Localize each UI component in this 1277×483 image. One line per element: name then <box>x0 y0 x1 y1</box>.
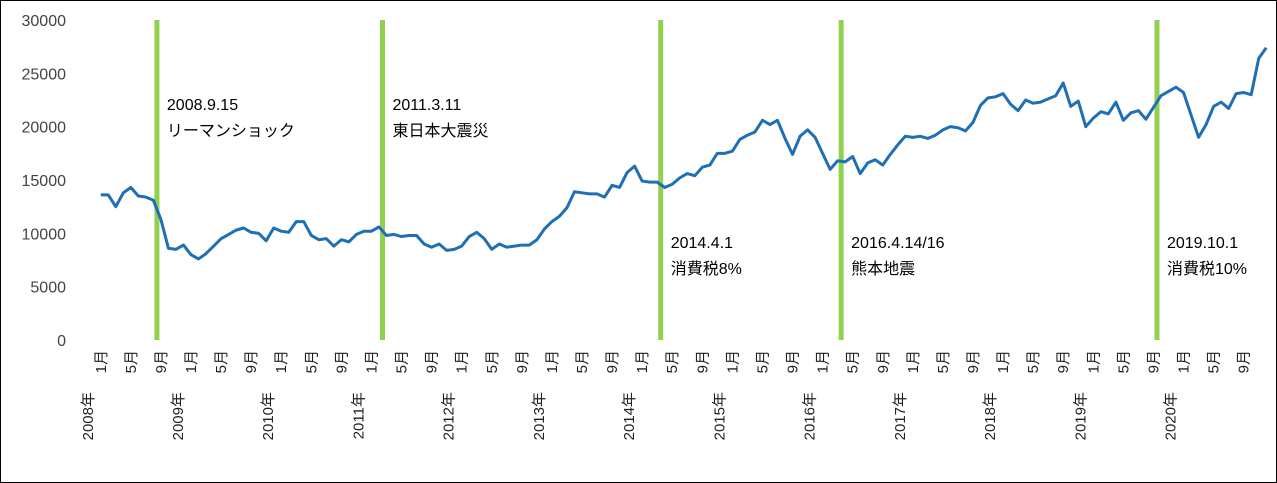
year-label: 2015年 <box>711 392 728 440</box>
x-tick-label: 9月 <box>694 350 711 373</box>
y-tick-label: 20000 <box>22 120 67 137</box>
y-tick-label: 10000 <box>22 226 67 243</box>
event-date: 2016.4.14/16 <box>851 235 945 252</box>
x-tick-label: 9月 <box>243 350 260 373</box>
year-label: 2013年 <box>531 392 548 440</box>
x-tick-label: 1月 <box>273 350 290 373</box>
y-tick-label: 30000 <box>22 13 67 30</box>
x-tick-label: 9月 <box>514 350 531 373</box>
year-label: 2009年 <box>170 392 187 440</box>
event-name: 消費税8% <box>671 260 742 278</box>
x-tick-label: 1月 <box>544 350 561 373</box>
x-tick-label: 1月 <box>183 350 200 373</box>
x-tick-label: 5月 <box>213 350 230 373</box>
event-name: 熊本地震 <box>851 260 915 278</box>
x-tick-label: 9月 <box>785 350 802 373</box>
year-label: 2017年 <box>892 392 909 440</box>
x-tick-label: 5月 <box>664 350 681 373</box>
year-label: 2018年 <box>982 392 999 440</box>
x-tick-label: 5月 <box>1206 350 1223 373</box>
x-tick-label: 9月 <box>875 350 892 373</box>
x-tick-label: 9月 <box>153 350 170 373</box>
y-tick-label: 25000 <box>22 66 67 83</box>
x-tick-label: 5月 <box>574 350 591 373</box>
event-date: 2008.9.15 <box>167 97 238 114</box>
event-date: 2019.10.1 <box>1167 235 1238 252</box>
year-label: 2016年 <box>802 392 819 440</box>
x-tick-label: 5月 <box>484 350 501 373</box>
event-date: 2011.3.11 <box>392 97 461 114</box>
event-name: リーマンショック <box>167 122 295 140</box>
x-tick-label: 5月 <box>303 350 320 373</box>
event-name: 消費税10% <box>1167 260 1247 278</box>
year-label: 2008年 <box>80 392 97 440</box>
x-tick-label: 9月 <box>1055 350 1072 373</box>
year-label: 2010年 <box>260 392 277 440</box>
x-tick-label: 9月 <box>1145 350 1162 373</box>
x-tick-label: 1月 <box>634 350 651 373</box>
x-tick-label: 9月 <box>965 350 982 373</box>
x-tick-label: 1月 <box>1176 350 1193 373</box>
series-line <box>100 46 1268 261</box>
x-tick-label: 9月 <box>604 350 621 373</box>
x-tick-label: 1月 <box>815 350 832 373</box>
x-tick-label: 9月 <box>424 350 441 373</box>
x-tick-label: 5月 <box>394 350 411 373</box>
x-tick-label: 1月 <box>724 350 741 373</box>
event-name: 東日本大震災 <box>392 122 488 140</box>
y-tick-label: 15000 <box>22 173 67 190</box>
year-label: 2020年 <box>1163 392 1180 440</box>
year-label: 2014年 <box>621 392 638 440</box>
x-tick-label: 5月 <box>845 350 862 373</box>
x-tick-label: 5月 <box>1115 350 1132 373</box>
x-tick-label: 5月 <box>1025 350 1042 373</box>
year-label: 2011年 <box>350 392 367 439</box>
x-tick-label: 1月 <box>363 350 380 373</box>
x-tick-label: 5月 <box>935 350 952 373</box>
x-tick-label: 9月 <box>1236 350 1253 373</box>
event-date: 2014.4.1 <box>671 235 733 252</box>
x-tick-label: 5月 <box>123 350 140 373</box>
year-label: 2019年 <box>1072 392 1089 440</box>
x-tick-label: 1月 <box>995 350 1012 373</box>
x-tick-label: 1月 <box>1085 350 1102 373</box>
x-tick-label: 5月 <box>754 350 771 373</box>
x-tick-label: 1月 <box>905 350 922 373</box>
x-tick-label: 1月 <box>93 350 110 373</box>
year-label: 2012年 <box>441 392 458 440</box>
y-tick-label: 0 <box>57 333 66 350</box>
x-tick-label: 1月 <box>454 350 471 373</box>
x-tick-label: 9月 <box>333 350 350 373</box>
y-tick-label: 5000 <box>30 280 66 297</box>
